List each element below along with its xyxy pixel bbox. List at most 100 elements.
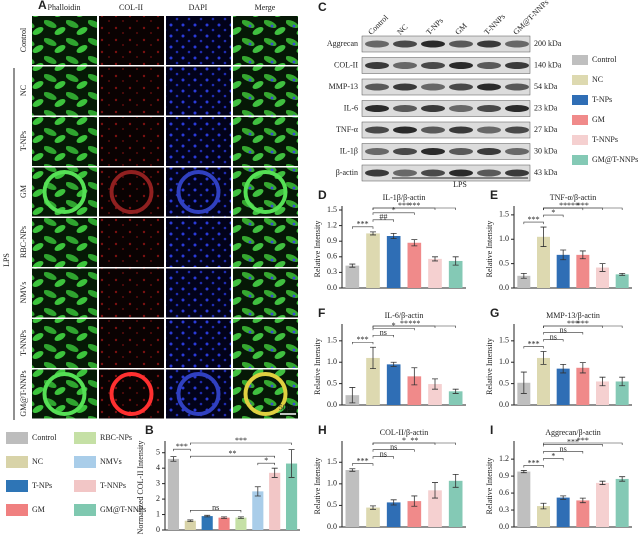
sig-bracket [372,207,456,210]
sig-bracket [352,226,374,229]
sig-label: ** [410,436,418,445]
bar [167,458,180,530]
blot-band [477,40,501,48]
blot-band [449,169,473,177]
legend-swatch [6,504,28,516]
blot-strip [361,121,531,139]
blot-band [505,126,529,134]
y-tick-label: 0.5 [327,378,337,387]
y-tick-label: 0.0 [327,283,337,292]
bar [556,497,570,527]
y-tick-label: 0.0 [499,283,509,292]
legend-swatch [6,480,28,492]
sig-label: ns [380,328,387,337]
blot-band [505,169,529,177]
error-bar [452,473,459,488]
scaffold-ring [176,372,221,416]
blot-strip [361,35,531,53]
error-bar [411,367,418,386]
micrograph [32,268,97,318]
y-tick-label: 1.2 [499,454,509,463]
column-header: DAPI [189,3,208,12]
y-tick-label: 0.0 [499,400,509,409]
lane-label: T-NNPs [482,12,507,37]
size-label: 30 kDa [534,146,558,155]
y-tick-label: 1.5 [327,336,337,345]
scaffold-ring [243,170,288,214]
legend-swatch [74,456,96,468]
blot-band [505,148,529,155]
micrograph [99,117,164,166]
legend-label: NMVs [100,457,122,466]
y-tick-label: 1 [156,509,160,518]
bar [517,471,531,527]
blot-band [393,62,417,69]
sig-label: * [551,451,555,460]
bar [448,260,463,288]
y-tick-label: 5 [156,448,160,457]
sig-label: ns [390,443,397,452]
blot-band [449,62,473,69]
blot-band [421,126,445,134]
legend-label: GM@T-NNPs [100,505,146,514]
legend-label: Control [592,55,617,64]
sig-label: *** [528,215,540,224]
sig-label: ** [229,449,237,458]
blot-band [365,40,389,48]
y-tick-label: 1.2 [327,220,337,229]
y-tick-label: 0.9 [327,236,337,245]
scaffold-ring [109,170,154,214]
micrograph [32,319,97,368]
legend-swatch [74,480,96,492]
legend-swatch [74,432,96,444]
bar [517,382,531,405]
y-axis-label: Relative Intensity [485,221,494,278]
row-label: NC [19,85,28,96]
error-bar [560,495,567,500]
protein-label: IL-1β [340,146,358,155]
bar [235,517,247,530]
blot-band [393,105,417,112]
protein-label: Aggrecan [327,39,358,48]
y-tick-label: 0.9 [499,471,509,480]
error-bar [370,346,376,370]
bar [184,520,196,530]
blot-band [505,83,529,91]
sig-label: ns [560,444,567,453]
blot-band [477,83,501,91]
sig-bracket [372,325,456,328]
chart-title: Aggrecan/β-actin [545,428,601,437]
panel-letter: E [490,188,498,202]
y-tick-label: 1.5 [327,205,337,214]
scaffold-ring [42,170,87,214]
legend-swatch [572,75,588,85]
sig-label: *** [577,201,589,210]
y-axis-label: Normalized COL-II Intensity [136,441,145,535]
error-bar [432,378,438,390]
bar [448,480,463,527]
blot-band [477,126,501,134]
bar [596,267,609,288]
legend-label: GM [592,115,605,124]
chart-title: COL-II/β-actin [380,428,429,437]
size-label: 54 kDa [534,82,558,91]
micrograph [233,117,298,166]
panel-letter: G [490,306,499,320]
blot-band [365,105,389,112]
micrograph [166,66,231,116]
group-label: LPS [453,180,467,189]
bar [386,236,401,288]
error-bar [540,502,547,510]
protein-label: TNF-α [336,125,359,134]
error-bar [288,449,295,478]
size-label: 43 kDa [534,168,558,177]
panel-letter: H [318,423,327,437]
sig-label: *** [528,458,540,467]
bar [345,470,360,527]
error-bar [520,272,527,279]
error-bar [599,376,606,387]
bar [517,275,531,288]
sig-bracket [352,463,374,466]
scaffold-ring [109,372,154,416]
sig-bracket [352,341,374,345]
